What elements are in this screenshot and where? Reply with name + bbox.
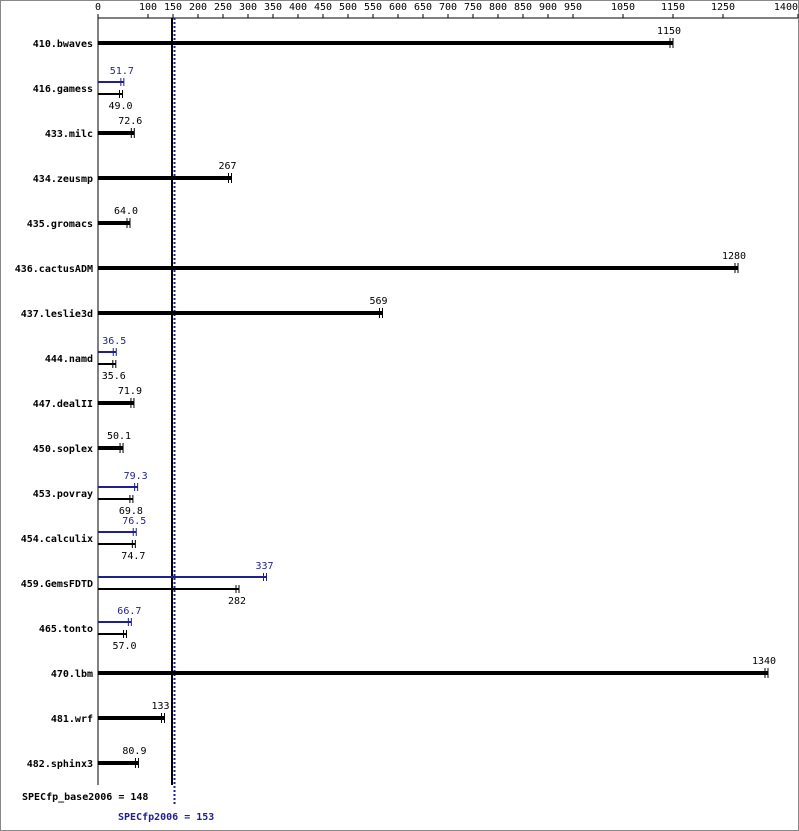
benchmark-label: 434.zeusmp — [33, 174, 93, 185]
x-tick-label: 200 — [189, 2, 207, 13]
x-tick-label: 750 — [464, 2, 482, 13]
benchmark-label: 416.gamess — [33, 84, 93, 95]
benchmark-label: 465.tonto — [39, 624, 93, 635]
reference-label: SPECfp2006 = 153 — [118, 812, 214, 823]
value-label: 282 — [228, 596, 246, 607]
benchmark-label: 447.dealII — [33, 399, 93, 410]
value-label: 133 — [151, 701, 169, 712]
x-tick-label: 450 — [314, 2, 332, 13]
x-tick-label: 650 — [414, 2, 432, 13]
x-tick-label: 700 — [439, 2, 457, 13]
benchmark-label: 450.soplex — [33, 444, 93, 455]
x-tick-label: 1400 — [774, 2, 798, 13]
x-tick-label: 250 — [214, 2, 232, 13]
x-tick-label: 150 — [164, 2, 182, 13]
value-label: 1280 — [722, 251, 746, 262]
x-tick-label: 550 — [364, 2, 382, 13]
benchmark-label: 444.namd — [45, 354, 93, 365]
x-tick-label: 850 — [514, 2, 532, 13]
value-label: 49.0 — [108, 101, 132, 112]
x-tick-label: 350 — [264, 2, 282, 13]
benchmark-label: 459.GemsFDTD — [21, 579, 93, 590]
benchmark-label: 437.leslie3d — [21, 308, 93, 320]
value-label: 72.6 — [118, 116, 142, 127]
value-label: 569 — [369, 296, 387, 307]
value-label: 1150 — [657, 26, 681, 37]
x-tick-label: 0 — [95, 2, 101, 13]
benchmark-label: 482.sphinx3 — [27, 758, 93, 770]
x-tick-label: 1050 — [611, 2, 635, 13]
value-label: 36.5 — [102, 336, 126, 347]
value-label: 66.7 — [117, 606, 141, 617]
x-tick-label: 100 — [139, 2, 157, 13]
benchmark-label: 433.milc — [45, 128, 93, 140]
x-tick-label: 800 — [489, 2, 507, 13]
benchmark-label: 435.gromacs — [27, 219, 93, 230]
x-tick-label: 400 — [289, 2, 307, 13]
value-label: 337 — [255, 561, 273, 572]
value-label: 35.6 — [102, 371, 126, 382]
benchmark-label: 470.lbm — [51, 669, 93, 680]
value-label: 80.9 — [122, 746, 146, 757]
x-tick-label: 600 — [389, 2, 407, 13]
x-tick-label: 1150 — [661, 2, 685, 13]
x-tick-label: 300 — [239, 2, 257, 13]
x-tick-label: 900 — [539, 2, 557, 13]
value-label: 50.1 — [107, 431, 131, 442]
x-tick-label: 500 — [339, 2, 357, 13]
value-label: 1340 — [752, 656, 776, 667]
value-label: 74.7 — [121, 551, 145, 562]
benchmark-label: 410.bwaves — [33, 39, 93, 50]
x-tick-label: 1250 — [711, 2, 735, 13]
value-label: 267 — [218, 161, 236, 172]
value-label: 79.3 — [124, 471, 148, 482]
value-label: 76.5 — [122, 516, 146, 527]
benchmark-label: 453.povray — [33, 489, 93, 500]
reference-label: SPECfp_base2006 = 148 — [22, 792, 148, 803]
x-tick-label: 950 — [564, 2, 582, 13]
value-label: 69.8 — [119, 506, 143, 517]
benchmark-label: 454.calculix — [21, 533, 93, 545]
value-label: 64.0 — [114, 206, 138, 217]
benchmark-label: 481.wrf — [51, 714, 93, 725]
value-label: 57.0 — [112, 641, 136, 652]
value-label: 71.9 — [118, 386, 142, 397]
value-label: 51.7 — [110, 66, 134, 77]
benchmark-label: 436.cactusADM — [15, 264, 93, 275]
